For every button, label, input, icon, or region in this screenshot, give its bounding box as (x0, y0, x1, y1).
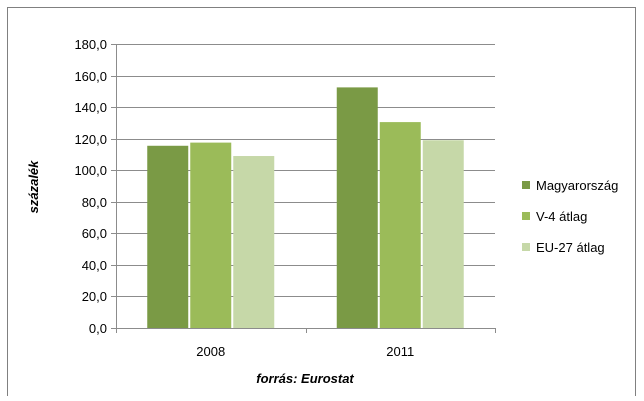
x-axis-title: forrás: Eurostat (256, 371, 354, 386)
y-tick-label: 20,0 (82, 289, 107, 304)
y-tick-label: 60,0 (82, 226, 107, 241)
bars (147, 87, 464, 328)
bar (147, 145, 189, 328)
x-tick-label: 2008 (196, 344, 225, 359)
bar (336, 87, 378, 328)
legend-swatch (522, 181, 530, 189)
bar (379, 122, 421, 328)
y-tick-label: 120,0 (74, 132, 107, 147)
legend-swatch (522, 212, 530, 220)
bar (233, 156, 275, 328)
legend-label: Magyarország (536, 178, 618, 193)
y-tick-label: 100,0 (74, 163, 107, 178)
bar (190, 142, 232, 328)
axes (116, 44, 496, 333)
x-tick-label: 2011 (386, 344, 414, 359)
y-axis-title: százalék (26, 160, 41, 214)
y-tick-label: 80,0 (82, 195, 107, 210)
legend-label: EU-27 átlag (536, 240, 605, 255)
y-tick-label: 180,0 (74, 37, 107, 52)
bar (422, 140, 464, 328)
legend-swatch (522, 243, 530, 251)
y-tick-label: 0,0 (89, 321, 107, 336)
y-tick-label: 40,0 (82, 258, 107, 273)
y-tick-label: 160,0 (74, 69, 107, 84)
legend-label: V-4 átlag (536, 209, 587, 224)
y-tick-label: 140,0 (74, 100, 107, 115)
x-tick-labels: 2008 2011 (196, 344, 414, 359)
legend: Magyarország V-4 átlag EU-27 átlag (522, 178, 618, 255)
y-tick-labels: 0,0 20,0 40,0 60,0 80,0 100,0 120,0 140,0 160,0 1… (74, 37, 107, 336)
